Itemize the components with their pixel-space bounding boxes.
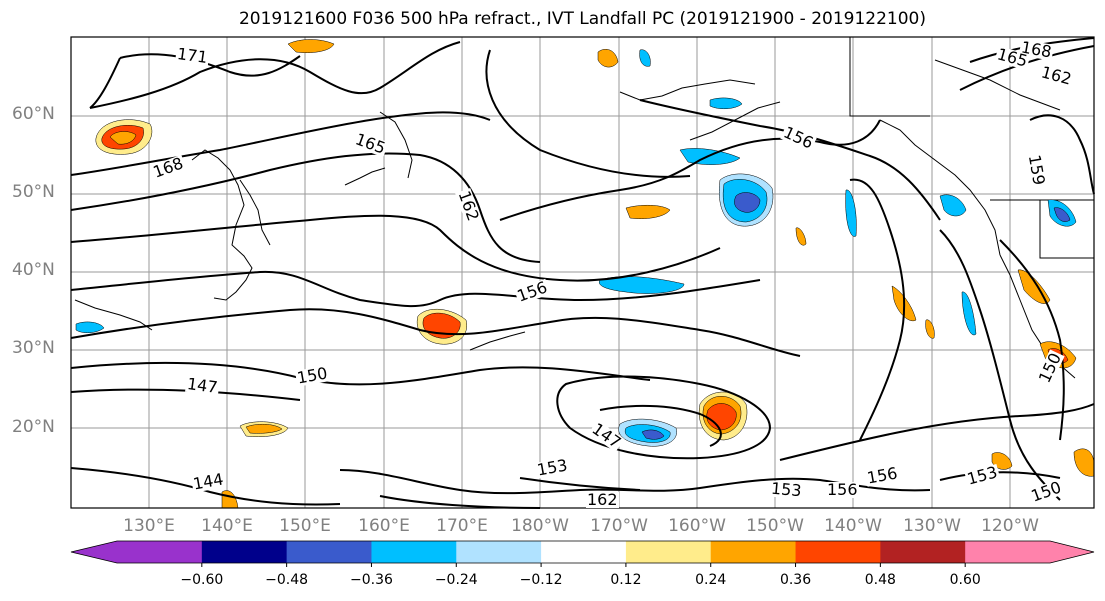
map-title: 2019121600 F036 500 hPa refract., IVT La… (238, 9, 926, 29)
colorbar-segment (286, 541, 372, 563)
refractivity-contours (70, 37, 1095, 509)
colorbar-segment (795, 541, 881, 563)
lat-label-20: 20°N (12, 417, 55, 437)
contour-label: 171 (175, 43, 210, 68)
colorbar-segment (117, 541, 203, 563)
colorbar-tick-label: 0.36 (779, 572, 812, 588)
lon-label-130w: 130°W (903, 516, 961, 536)
lat-label-40: 40°N (12, 260, 55, 280)
lat-label-60: 60°N (12, 104, 55, 124)
lon-label-120w: 120°W (981, 516, 1039, 536)
colorbar-tick-label: 0.24 (695, 572, 727, 588)
colorbar-segment (541, 541, 627, 563)
colorbar-segment (965, 541, 1051, 563)
colorbar-tick-label: −0.12 (519, 572, 563, 588)
colorbar-tick-label: 0.60 (949, 572, 981, 588)
colorbar-tick-label: −0.36 (350, 572, 393, 588)
lat-label-30: 30°N (12, 338, 55, 358)
colorbar-segment (710, 541, 797, 563)
colorbar-segment (201, 541, 288, 563)
colorbar-extend-low (71, 541, 117, 563)
colorbar-segment (880, 541, 966, 563)
lat-label-50: 50°N (12, 182, 55, 202)
lon-label-140w: 140°W (824, 516, 882, 536)
colorbar-outline (70, 540, 1095, 564)
colorbar-segment (371, 541, 457, 563)
contour-label: 159 (1024, 152, 1049, 188)
lon-label-160e: 160°E (358, 516, 410, 536)
contour-label: 153 (769, 478, 804, 501)
contour-label: 156 (826, 480, 859, 499)
lon-label-170e: 170°E (436, 516, 488, 536)
contour-label: 162 (586, 490, 619, 509)
colorbar-tick-label: 0.48 (864, 572, 896, 588)
colorbar-tick-label: −0.60 (180, 572, 224, 588)
lon-label-160w: 160°W (668, 516, 726, 536)
lon-label-150w: 150°W (746, 516, 804, 536)
colorbar-segment (456, 541, 542, 563)
colorbar-tick-label: 0.12 (610, 572, 642, 588)
lon-label-140e: 140°E (201, 516, 253, 536)
contour-label: 147 (185, 373, 220, 398)
lon-label-180w: 180°W (511, 516, 569, 536)
colorbar-extend-high (1050, 541, 1094, 563)
colorbar (70, 540, 1095, 567)
colorbar-tick-label: −0.48 (265, 572, 309, 588)
lon-label-130e: 130°E (123, 516, 175, 536)
lon-label-150e: 150°E (279, 516, 331, 536)
map-frame (70, 36, 1095, 509)
colorbar-tick-label: −0.24 (434, 572, 478, 588)
lon-label-170w: 170°W (590, 516, 648, 536)
colorbar-segment (625, 541, 712, 563)
